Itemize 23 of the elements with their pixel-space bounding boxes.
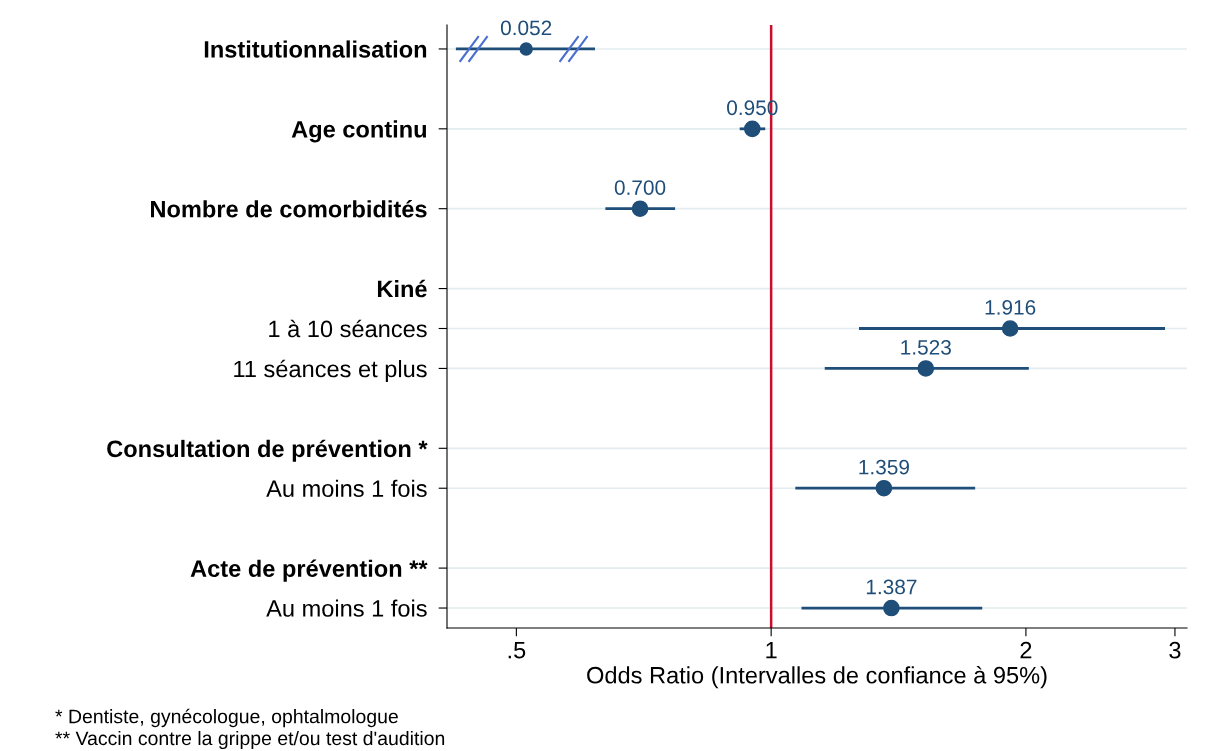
data-label: 1.916 — [985, 300, 1036, 315]
y-tick-label: Au moins 1 fois — [266, 599, 427, 617]
data-label: 0.700 — [614, 180, 666, 195]
text: 0.052 — [500, 20, 552, 36]
x-tick-label: 2 — [1020, 641, 1032, 659]
text: * Dentiste, gynécologue, ophtalmologue — [55, 708, 398, 728]
x-tick-label: 1 — [766, 642, 777, 659]
y-tick-label: Acte de prévention ** — [190, 559, 428, 582]
x-axis-title: Odds Ratio (Intervalles de confiance à 95%) — [587, 665, 1047, 689]
y-tick-label: 11 séances et plus — [234, 359, 427, 383]
y-tick-label: Nombre de comorbidités — [151, 199, 427, 218]
y-tick-label: Au moins 1 fois — [266, 479, 427, 498]
data-label: 1.359 — [859, 459, 909, 475]
y-tick-label: 1 à 10 séances — [269, 319, 427, 338]
text: ** Vaccin contre la grippe et/ou test d'audition — [55, 730, 445, 750]
y-tick-label: Kiné — [377, 279, 427, 298]
data-label: 1.523 — [901, 339, 951, 355]
y-tick-label: Institutionnalisation — [204, 40, 427, 58]
y-tick-label: Age continu — [291, 120, 427, 143]
x-tick-label: 3 — [1169, 641, 1181, 659]
data-label: 1.387 — [866, 579, 917, 595]
x-tick-label: .5 — [508, 642, 526, 659]
y-tick-label: Consultation de prévention * — [107, 439, 428, 462]
